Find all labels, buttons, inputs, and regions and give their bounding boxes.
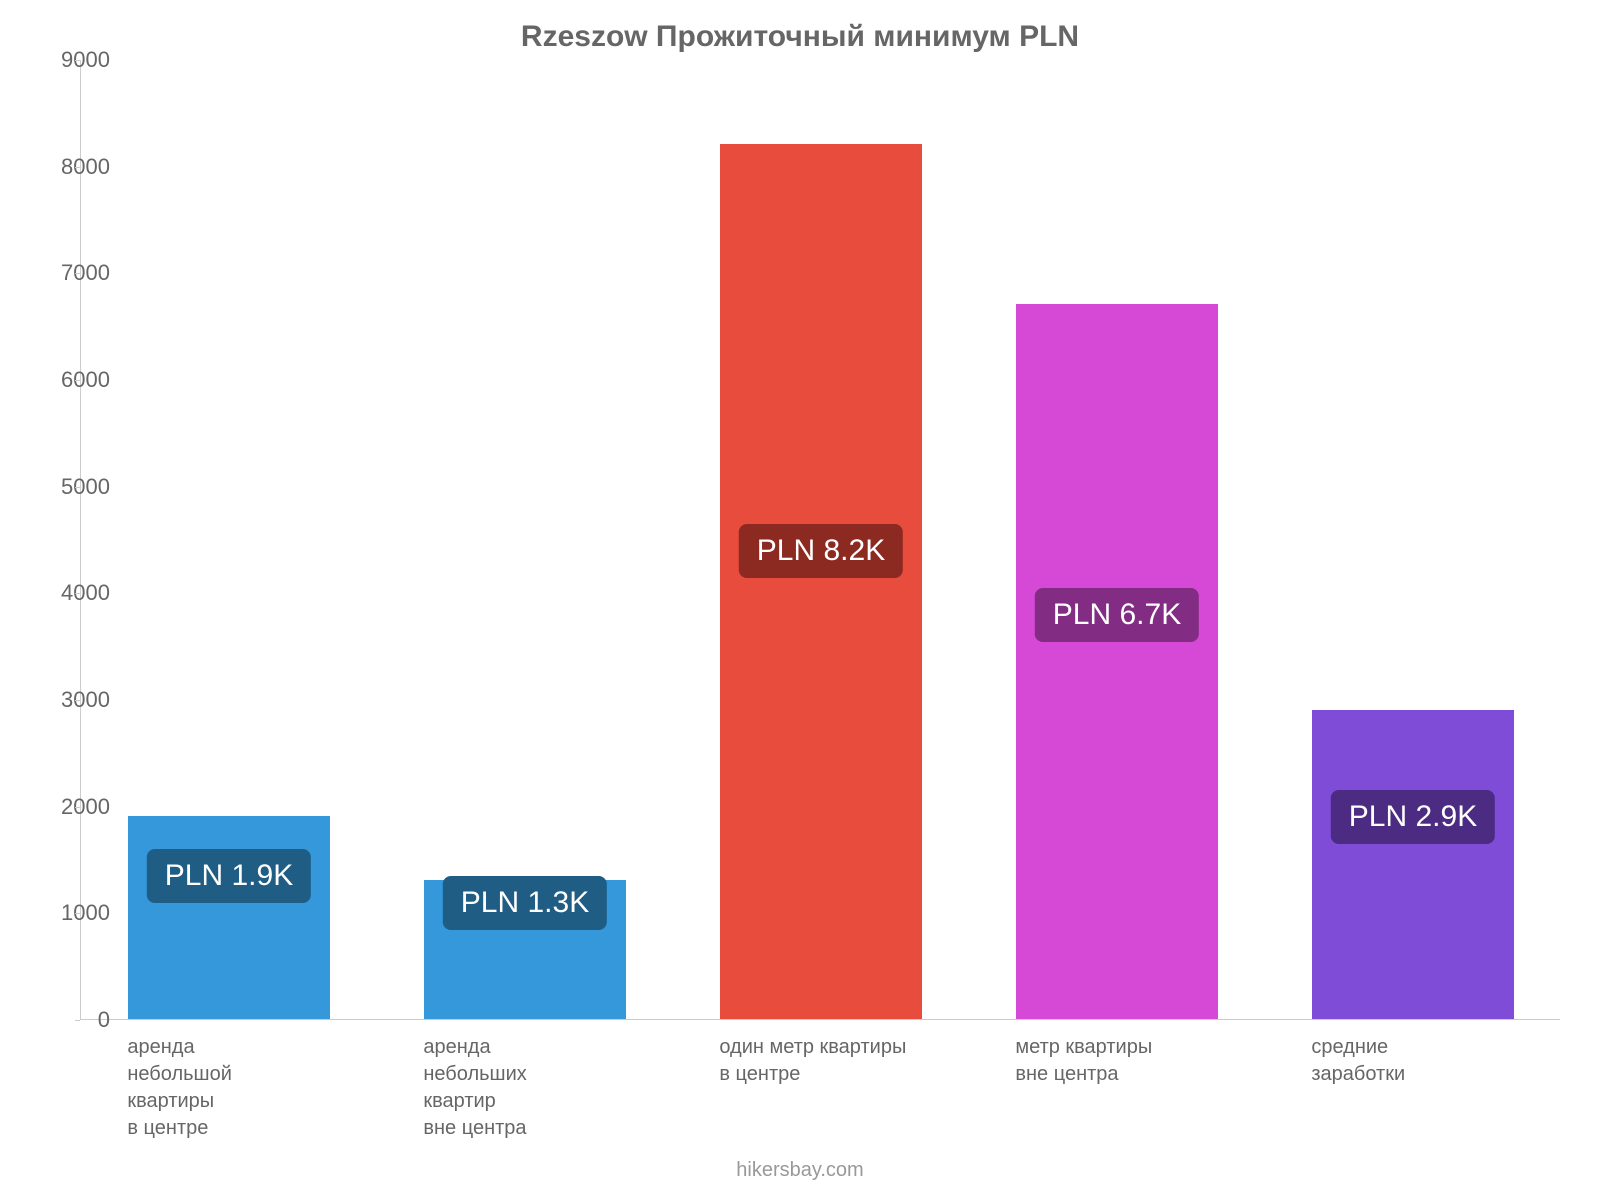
value-badge: PLN 1.9K — [147, 849, 311, 903]
y-tick-mark — [75, 700, 80, 701]
value-badge: PLN 8.2K — [739, 524, 903, 578]
bar — [1312, 710, 1513, 1019]
chart-container: Rzeszow Прожиточный минимум PLN PLN 1.9K… — [0, 0, 1600, 1200]
plot-area: PLN 1.9K PLN 1.3K PLN 8.2K PLN 6.7K PLN 2.9K — [80, 60, 1560, 1020]
y-tick-label: 8000 — [50, 154, 110, 180]
x-category-label: аренда небольших квартир вне центра — [423, 1034, 526, 1142]
bar — [128, 816, 329, 1019]
y-tick-label: 9000 — [50, 47, 110, 73]
y-tick-label: 4000 — [50, 580, 110, 606]
y-tick-mark — [75, 1020, 80, 1021]
x-category-label: аренда небольшой квартиры в центре — [127, 1034, 232, 1142]
y-tick-label: 7000 — [50, 260, 110, 286]
y-tick-mark — [75, 60, 80, 61]
chart-title: Rzeszow Прожиточный минимум PLN — [0, 20, 1600, 54]
y-tick-label: 3000 — [50, 687, 110, 713]
attribution-text: hikersbay.com — [0, 1159, 1600, 1182]
y-tick-mark — [75, 273, 80, 274]
y-tick-label: 5000 — [50, 474, 110, 500]
y-tick-label: 0 — [50, 1007, 110, 1033]
value-badge: PLN 1.3K — [443, 876, 607, 930]
y-tick-mark — [75, 380, 80, 381]
x-category-label: метр квартиры вне центра — [1015, 1034, 1152, 1088]
y-tick-mark — [75, 167, 80, 168]
y-tick-label: 1000 — [50, 900, 110, 926]
y-tick-mark — [75, 913, 80, 914]
y-tick-label: 2000 — [50, 794, 110, 820]
y-tick-label: 6000 — [50, 367, 110, 393]
value-badge: PLN 2.9K — [1331, 790, 1495, 844]
y-tick-mark — [75, 807, 80, 808]
bar — [720, 144, 921, 1019]
x-category-label: один метр квартиры в центре — [719, 1034, 906, 1088]
value-badge: PLN 6.7K — [1035, 588, 1199, 642]
y-tick-mark — [75, 487, 80, 488]
y-tick-mark — [75, 593, 80, 594]
x-category-label: средние заработки — [1311, 1034, 1405, 1088]
bar — [1016, 304, 1217, 1019]
